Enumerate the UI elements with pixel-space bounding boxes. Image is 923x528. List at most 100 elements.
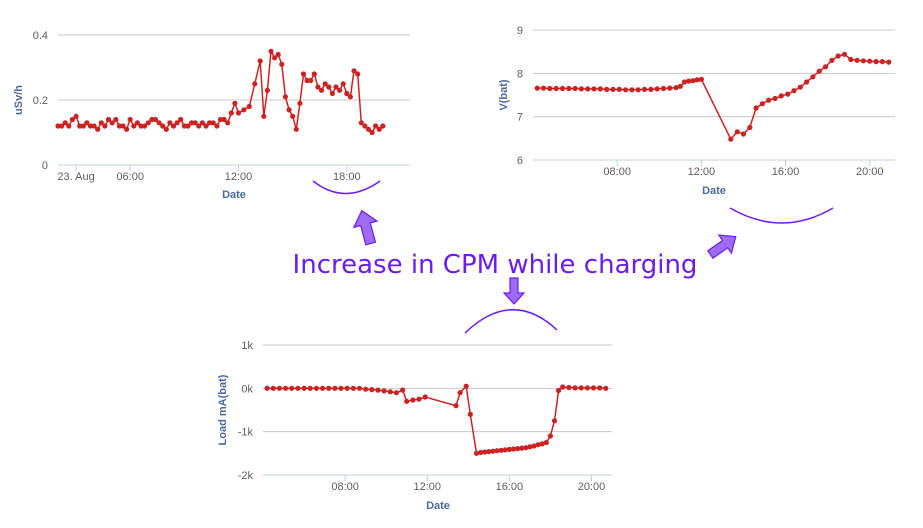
x-tick-label: 12:00 (413, 481, 441, 493)
data-point (597, 385, 603, 391)
data-point (482, 449, 488, 455)
data-point (560, 384, 566, 390)
series-line (537, 53, 889, 141)
data-point (290, 113, 296, 119)
data-point (131, 123, 137, 129)
data-point (295, 385, 301, 391)
y-tick-label: -1k (238, 427, 254, 439)
data-point (519, 445, 525, 451)
x-tick-label: 23. Aug (57, 171, 94, 183)
data-point (105, 116, 112, 123)
data-point (854, 57, 860, 63)
data-point (873, 59, 879, 65)
data-point (102, 123, 108, 129)
data-point (351, 68, 357, 74)
data-point (329, 90, 335, 97)
data-point (340, 81, 346, 87)
data-point (189, 120, 195, 126)
data-point (282, 94, 288, 100)
data-point (610, 86, 616, 92)
data-point (829, 57, 835, 63)
annotation-arc-voltage (729, 207, 834, 224)
data-point (77, 123, 83, 129)
data-point (318, 87, 325, 93)
data-point (531, 443, 537, 449)
data-point (540, 85, 547, 91)
data-point (252, 81, 258, 87)
data-point (467, 411, 473, 417)
data-point (276, 385, 282, 391)
data-point (686, 78, 692, 84)
data-point (178, 116, 184, 123)
data-point (275, 51, 281, 58)
x-tick-label: 20:00 (856, 166, 884, 178)
data-point (816, 68, 822, 74)
arrow-down-icon (502, 277, 526, 305)
data-point (879, 59, 886, 65)
data-point (199, 120, 205, 126)
data-point (791, 88, 797, 94)
data-point (597, 86, 603, 92)
data-point (616, 86, 622, 92)
data-point (358, 120, 364, 126)
data-point (319, 385, 326, 391)
x-tick-label: 20:00 (578, 481, 606, 493)
data-point (553, 85, 559, 92)
y-tick-label: -2k (238, 470, 254, 482)
data-point (289, 385, 295, 391)
data-point (326, 385, 332, 391)
data-point (69, 116, 75, 123)
data-point (62, 120, 68, 126)
data-point (867, 58, 873, 64)
y-axis-title: V(bat) (498, 79, 510, 111)
data-point (623, 87, 629, 93)
y-tick-label: 0.4 (33, 30, 48, 42)
data-point (241, 107, 247, 113)
data-point (369, 129, 375, 136)
annotation-arc-dose (312, 180, 381, 195)
data-point (300, 71, 307, 77)
data-point (502, 447, 508, 453)
data-point (270, 385, 276, 391)
data-point (835, 53, 841, 59)
x-tick-label: 16:00 (772, 166, 800, 178)
data-point (160, 123, 166, 129)
data-point (149, 116, 155, 123)
data-point (362, 123, 368, 129)
data-point (344, 90, 350, 97)
data-point (301, 385, 307, 391)
data-point (590, 385, 597, 391)
data-point (473, 450, 480, 456)
data-point (134, 120, 140, 126)
data-point (510, 446, 517, 452)
x-tick-label: 18:00 (333, 171, 361, 183)
y-tick-label: 0.2 (33, 95, 48, 107)
data-point (333, 84, 339, 90)
data-point (578, 385, 584, 391)
data-point (355, 71, 361, 77)
data-point (261, 113, 267, 119)
data-point (453, 403, 459, 409)
data-point (365, 126, 372, 132)
data-point (376, 126, 382, 132)
data-point (373, 123, 379, 129)
battery-load-chart: -2k -1k 0k 1k 08:00 12:00 16:00 20:00 Load mA(ba… (217, 340, 612, 512)
data-point (515, 446, 521, 452)
data-point (822, 64, 829, 70)
data-point (747, 124, 753, 131)
data-point (778, 93, 784, 99)
data-point (196, 123, 202, 129)
data-point (766, 97, 772, 103)
data-point (326, 84, 332, 90)
data-point (681, 79, 688, 85)
data-point (543, 439, 549, 446)
data-point (694, 77, 700, 83)
data-point (55, 123, 61, 129)
data-point (585, 86, 591, 92)
data-point (73, 113, 79, 119)
data-point (404, 398, 410, 404)
data-point (667, 85, 673, 91)
arrow-up-right-icon (706, 234, 737, 259)
data-point (566, 384, 572, 391)
data-point (422, 394, 428, 400)
